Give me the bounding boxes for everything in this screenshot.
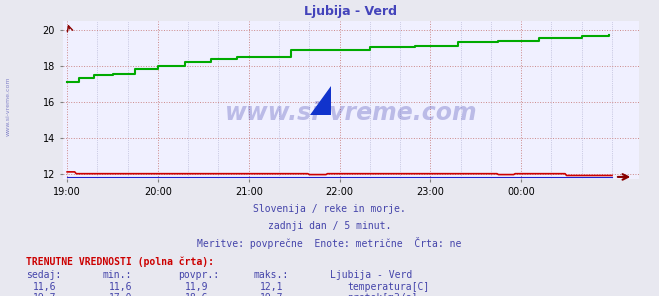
Text: 12,1: 12,1: [260, 282, 284, 292]
Text: 18,6: 18,6: [185, 293, 208, 296]
Text: temperatura[C]: temperatura[C]: [347, 282, 430, 292]
Text: 11,6: 11,6: [109, 282, 132, 292]
Polygon shape: [310, 86, 331, 115]
Title: Ljubija - Verd: Ljubija - Verd: [304, 5, 397, 18]
Text: sedaj:: sedaj:: [26, 270, 61, 280]
Text: 19,7: 19,7: [33, 293, 57, 296]
Text: www.si-vreme.com: www.si-vreme.com: [6, 77, 11, 136]
Text: Meritve: povprečne  Enote: metrične  Črta: ne: Meritve: povprečne Enote: metrične Črta:…: [197, 237, 462, 249]
Text: zadnji dan / 5 minut.: zadnji dan / 5 minut.: [268, 221, 391, 231]
Text: 11,9: 11,9: [185, 282, 208, 292]
Text: 19,7: 19,7: [260, 293, 284, 296]
Text: min.:: min.:: [102, 270, 132, 280]
Text: pretok[m3/s]: pretok[m3/s]: [347, 293, 418, 296]
Text: 11,6: 11,6: [33, 282, 57, 292]
Text: maks.:: maks.:: [254, 270, 289, 280]
Text: povpr.:: povpr.:: [178, 270, 219, 280]
Text: www.si-vreme.com: www.si-vreme.com: [225, 101, 477, 125]
Text: Slovenija / reke in morje.: Slovenija / reke in morje.: [253, 204, 406, 214]
Text: 17,0: 17,0: [109, 293, 132, 296]
Text: Ljubija - Verd: Ljubija - Verd: [330, 270, 412, 280]
Text: TRENUTNE VREDNOSTI (polna črta):: TRENUTNE VREDNOSTI (polna črta):: [26, 256, 214, 267]
